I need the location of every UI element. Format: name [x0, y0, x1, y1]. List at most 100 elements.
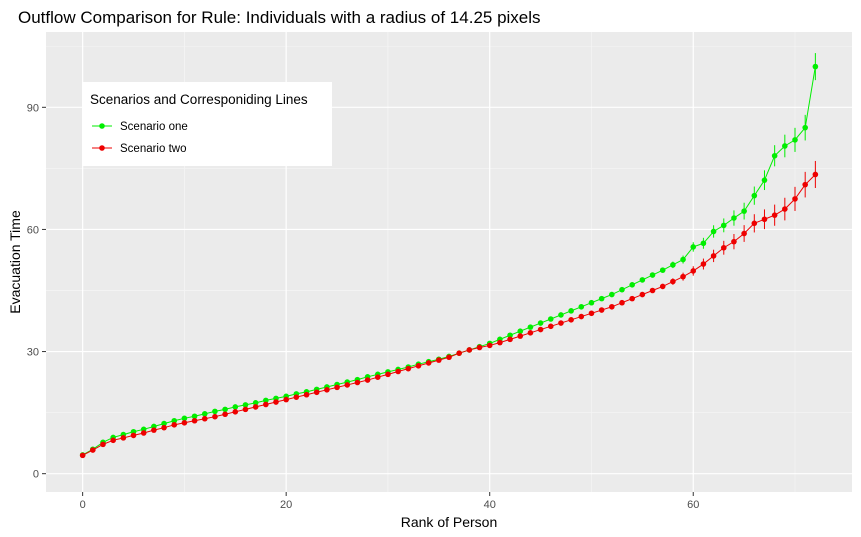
data-point — [670, 262, 676, 268]
data-point — [812, 63, 819, 70]
data-point — [761, 177, 768, 183]
data-point — [446, 354, 452, 361]
data-point — [395, 368, 401, 375]
data-point — [120, 435, 127, 441]
data-point — [212, 408, 218, 415]
data-point — [568, 308, 574, 314]
data-point — [659, 267, 666, 273]
data-point — [517, 333, 524, 339]
data-point — [252, 404, 259, 410]
data-point — [771, 212, 778, 218]
data-point — [751, 192, 758, 199]
data-point — [751, 220, 758, 227]
data-point — [456, 350, 462, 356]
data-point — [598, 295, 605, 302]
data-point — [507, 336, 513, 343]
data-point — [629, 295, 635, 302]
data-point — [100, 441, 106, 448]
data-point — [110, 437, 116, 444]
data-point — [364, 377, 371, 383]
data-point — [578, 303, 585, 310]
data-point — [609, 303, 615, 310]
y-axis-title: Evacuation Time — [7, 210, 23, 314]
legend-box — [82, 82, 332, 166]
data-point — [201, 411, 208, 417]
data-point — [161, 424, 167, 431]
data-point — [324, 387, 330, 393]
data-point — [537, 320, 544, 326]
data-point — [710, 253, 717, 259]
x-axis-ticks: 0 20 40 60 — [80, 492, 699, 511]
data-point — [802, 181, 808, 188]
x-tick-label: 40 — [484, 499, 496, 511]
data-point — [425, 360, 432, 366]
data-point — [649, 272, 656, 278]
legend: Scenarios and Corresponiding Lines Scena… — [82, 82, 332, 166]
data-point — [415, 363, 422, 369]
data-point — [140, 430, 147, 436]
data-point — [731, 238, 737, 245]
data-point — [741, 230, 747, 237]
data-point — [547, 323, 554, 330]
data-point — [232, 404, 239, 410]
data-point — [649, 287, 656, 294]
data-point — [690, 244, 697, 250]
data-point — [344, 382, 351, 388]
data-point — [354, 379, 361, 386]
data-point — [181, 415, 188, 422]
legend-key-point — [99, 145, 105, 151]
data-point — [690, 268, 697, 274]
data-point — [578, 313, 585, 320]
data-point — [639, 291, 646, 298]
data-point — [558, 312, 564, 318]
data-point — [79, 452, 86, 459]
chart-title: Outflow Comparison for Rule: Individuals… — [18, 8, 541, 27]
data-point — [171, 417, 178, 424]
data-point — [171, 422, 178, 428]
data-point — [385, 371, 391, 378]
data-point — [497, 339, 503, 346]
data-point — [486, 342, 493, 349]
data-point — [659, 283, 666, 290]
data-point — [670, 278, 676, 285]
data-point — [527, 330, 534, 336]
data-point — [191, 413, 198, 420]
data-point — [181, 419, 188, 426]
data-point — [252, 400, 259, 406]
data-point — [436, 357, 442, 363]
data-point — [313, 389, 320, 396]
data-point — [700, 240, 707, 247]
data-point — [527, 324, 534, 330]
y-axis-ticks: 0 30 60 90 — [27, 102, 46, 481]
legend-label: Scenario two — [120, 143, 186, 155]
legend-title: Scenarios and Corresponiding Lines — [90, 92, 308, 107]
data-point — [293, 394, 300, 400]
data-point — [191, 417, 198, 424]
data-point — [761, 216, 768, 223]
data-point — [568, 317, 574, 323]
series-2 — [79, 160, 819, 459]
data-point — [537, 326, 544, 333]
y-tick-label: 0 — [33, 469, 39, 481]
data-point — [273, 399, 279, 405]
data-point — [720, 222, 727, 229]
data-point — [161, 420, 167, 427]
x-tick-label: 0 — [80, 499, 86, 511]
data-point — [303, 391, 310, 398]
data-point — [700, 261, 707, 267]
data-point — [130, 432, 137, 439]
data-point — [588, 299, 595, 306]
x-tick-label: 60 — [687, 499, 699, 511]
data-point — [609, 291, 615, 298]
data-point — [263, 401, 269, 408]
data-point — [802, 124, 808, 131]
data-point — [476, 344, 483, 351]
data-point — [242, 402, 249, 408]
data-point — [588, 310, 595, 317]
data-point — [222, 411, 228, 418]
data-point — [639, 277, 646, 283]
y-tick-label: 90 — [27, 102, 39, 114]
legend-label: Scenario one — [120, 121, 188, 133]
data-point — [242, 406, 249, 413]
